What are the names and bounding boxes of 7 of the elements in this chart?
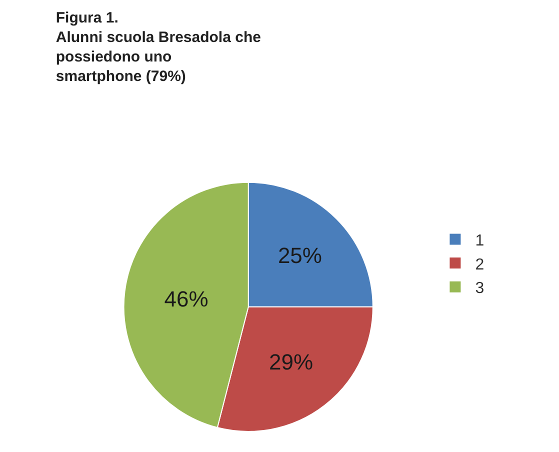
legend-label: 1 — [475, 232, 484, 250]
data-label: 25% — [278, 242, 322, 268]
legend-label: 2 — [475, 256, 484, 274]
chart-title: Figura 1. Alunni scuola Bresadola che possiedono uno smartphone (79%) — [56, 10, 261, 86]
data-label: 46% — [164, 286, 208, 312]
legend-label: 3 — [475, 280, 484, 298]
data-label: 29% — [268, 349, 314, 374]
